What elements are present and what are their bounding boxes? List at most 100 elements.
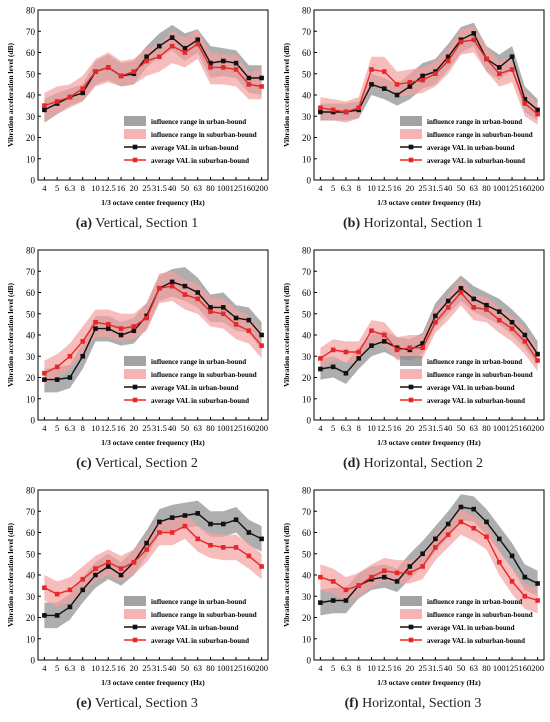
suburban-avg-point bbox=[144, 547, 149, 552]
legend-suburban-avg: average VAL in suburban-bound bbox=[400, 637, 525, 645]
urban-avg-point bbox=[318, 109, 323, 115]
urban-avg-point bbox=[318, 600, 323, 605]
x-tick-label: 40 bbox=[444, 183, 453, 193]
urban-avg-point bbox=[259, 75, 264, 81]
y-tick-label: 0 bbox=[307, 176, 312, 186]
legend-suburban-range: influence range in suburban-bound bbox=[124, 609, 257, 619]
x-tick-label: 4 bbox=[318, 663, 323, 673]
urban-avg-point bbox=[93, 572, 98, 578]
urban-avg-point bbox=[118, 332, 124, 338]
y-tick-label: 20 bbox=[302, 133, 312, 143]
y-tick-label: 20 bbox=[26, 373, 36, 383]
x-tick-label: 8 bbox=[81, 663, 85, 673]
x-tick-label: 200 bbox=[531, 183, 544, 193]
caption-text: Horizontal, Section 2 bbox=[363, 456, 483, 471]
y-tick-label: 20 bbox=[26, 133, 36, 143]
caption-letter: (a) bbox=[75, 216, 93, 231]
suburban-avg-point bbox=[80, 86, 86, 91]
caption-text: Horizontal, Section 1 bbox=[363, 216, 483, 231]
x-tick-label: 200 bbox=[531, 663, 544, 673]
suburban-avg-point bbox=[118, 326, 124, 331]
panel-c: 0 10 20 30 40 50 60 70 80 4 5 6.3 8 10 12.5 16 20 25 31.5 4… bbox=[2, 242, 272, 482]
suburban-range-band bbox=[44, 513, 262, 607]
x-tick-label: 100 bbox=[493, 663, 506, 673]
urban-avg-point bbox=[195, 37, 201, 43]
urban-avg-point bbox=[220, 305, 226, 310]
y-tick-label: 30 bbox=[302, 592, 312, 602]
suburban-avg-point bbox=[522, 101, 528, 106]
suburban-range-band bbox=[44, 29, 262, 121]
suburban-avg-point bbox=[496, 559, 502, 565]
y-tick-label: 50 bbox=[26, 549, 36, 559]
legend-marker bbox=[408, 157, 414, 163]
x-tick-label: 63 bbox=[193, 183, 202, 193]
x-axis-label: 1/3 octave center frequency (Hz) bbox=[101, 438, 205, 447]
suburban-avg-point bbox=[80, 339, 86, 344]
x-tick-label: 125 bbox=[506, 423, 519, 433]
suburban-avg-point bbox=[42, 585, 47, 591]
legend-suburban-avg: average VAL in suburban-bound bbox=[124, 157, 249, 165]
urban-avg-line bbox=[320, 506, 538, 604]
x-tick-label: 125 bbox=[230, 423, 243, 433]
legend-label: influence range in suburban-bound bbox=[151, 371, 257, 379]
suburban-avg-point bbox=[169, 530, 175, 535]
y-tick-label: 30 bbox=[26, 112, 36, 122]
x-tick-label: 10 bbox=[91, 423, 100, 433]
y-axis-label: Vibration acceleration level (dB) bbox=[6, 42, 15, 147]
y-tick-label: 80 bbox=[302, 486, 312, 496]
suburban-avg-point bbox=[157, 285, 162, 291]
urban-avg-point bbox=[496, 65, 502, 70]
y-tick-label: 40 bbox=[26, 331, 36, 341]
x-tick-label: 25 bbox=[142, 663, 151, 673]
suburban-avg-point bbox=[458, 519, 464, 525]
y-tick-label: 50 bbox=[302, 69, 312, 79]
urban-avg-point bbox=[433, 313, 438, 319]
y-tick-label: 40 bbox=[26, 91, 36, 101]
suburban-avg-point bbox=[496, 317, 502, 323]
suburban-avg-point bbox=[208, 309, 213, 314]
x-tick-label: 80 bbox=[482, 423, 491, 433]
x-tick-label: 40 bbox=[444, 663, 453, 673]
x-tick-label: 16 bbox=[393, 183, 402, 193]
x-tick-label: 25 bbox=[142, 423, 151, 433]
suburban-avg-point bbox=[93, 319, 98, 325]
legend-urban-avg: average VAL in urban-bound bbox=[400, 624, 515, 632]
caption-a: (a) Vertical, Section 1 bbox=[2, 216, 272, 232]
legend-label: influence range in urban-bound bbox=[427, 598, 522, 606]
x-tick-label: 6.3 bbox=[65, 663, 76, 673]
legend-urban-avg: average VAL in urban-bound bbox=[124, 384, 239, 392]
urban-avg-point bbox=[407, 564, 413, 569]
y-tick-label: 70 bbox=[302, 267, 312, 277]
suburban-avg-point bbox=[420, 345, 425, 351]
suburban-avg-point bbox=[509, 67, 515, 72]
legend-label: average VAL in urban-bound bbox=[151, 624, 239, 632]
y-tick-label: 10 bbox=[302, 394, 312, 404]
urban-avg-point bbox=[182, 283, 188, 289]
urban-avg-point bbox=[356, 356, 362, 361]
y-tick-label: 50 bbox=[26, 69, 36, 79]
legend-swatch bbox=[124, 129, 146, 139]
urban-avg-point bbox=[42, 377, 47, 382]
suburban-range-band bbox=[44, 271, 262, 384]
urban-avg-point bbox=[233, 517, 239, 523]
legend-label: average VAL in suburban-bound bbox=[427, 637, 525, 645]
legend-label: average VAL in urban-bound bbox=[151, 384, 239, 392]
legend-swatch bbox=[400, 369, 422, 379]
x-tick-label: 40 bbox=[168, 663, 177, 673]
suburban-avg-point bbox=[54, 99, 60, 104]
caption-text: Vertical, Section 1 bbox=[95, 216, 199, 231]
suburban-avg-point bbox=[105, 559, 111, 565]
legend-urban-range: influence range in urban-bound bbox=[400, 116, 522, 126]
suburban-avg-point bbox=[381, 332, 387, 338]
x-tick-label: 6.3 bbox=[341, 423, 352, 433]
legend-label: influence range in suburban-bound bbox=[151, 611, 257, 619]
x-tick-label: 10 bbox=[91, 663, 100, 673]
x-tick-label: 50 bbox=[181, 183, 190, 193]
suburban-avg-point bbox=[458, 290, 464, 295]
urban-avg-point bbox=[420, 341, 425, 346]
suburban-avg-point bbox=[157, 54, 162, 60]
x-tick-label: 100 bbox=[493, 183, 506, 193]
x-tick-label: 16 bbox=[117, 423, 126, 433]
